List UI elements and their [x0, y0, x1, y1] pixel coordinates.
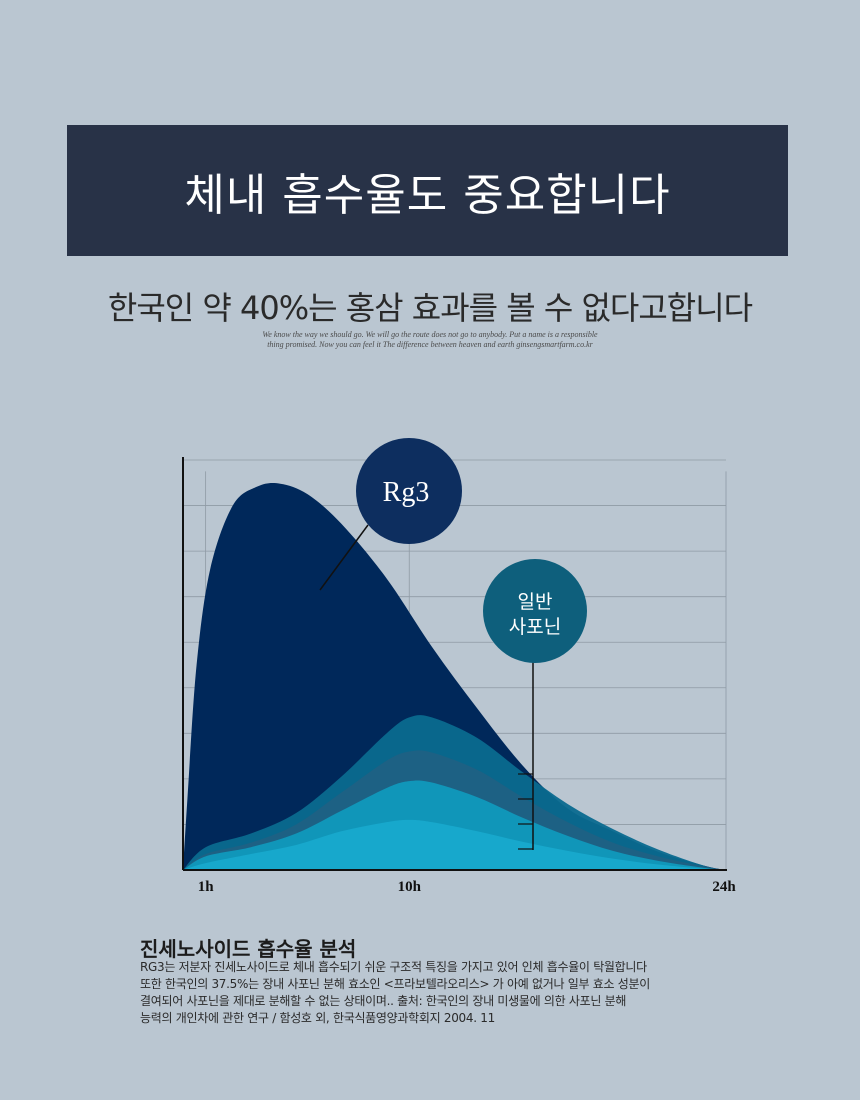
caption-line-3: 결여되어 사포닌을 제대로 분해할 수 없는 상태이며.. 출처: 한국인의 장… [140, 994, 627, 1008]
caption-line-1: RG3는 저분자 진세노사이드로 체내 흡수되기 쉬운 구조적 특징을 가지고 … [140, 960, 647, 974]
saponin-callout-label-line-2: 사포닌 [509, 616, 561, 638]
title-banner: 체내 흡수율도 중요합니다 [67, 125, 788, 256]
chart-callouts: Rg3 일반 사포닌 [319, 438, 587, 850]
rg3-callout-circle [356, 438, 462, 544]
rg3-leader-line [319, 524, 369, 591]
tagline: We know the way we should go. We will go… [180, 330, 680, 350]
tagline-line-2: thing promised. Now you can feel it The … [267, 340, 593, 349]
page-title: 체내 흡수율도 중요합니다 [184, 169, 671, 221]
subtitle: 한국인 약 40%는 홍삼 효과를 볼 수 없다고합니다 [107, 289, 753, 327]
series-area-1 [183, 483, 726, 870]
caption-line-4: 능력의 개인차에 관한 연구 / 함성호 외, 한국식품영양과학회지 2004.… [140, 1011, 495, 1025]
caption-body: RG3는 저분자 진세노사이드로 체내 흡수되기 쉬운 구조적 특징을 가지고 … [140, 959, 780, 1027]
absorption-chart: 1h 10h 24h Rg3 일반 사포닌 [182, 438, 737, 895]
series-area-5 [183, 819, 726, 870]
saponin-callout-label-line-1: 일반 [518, 591, 553, 613]
x-tick-label-24h: 24h [712, 879, 736, 895]
saponin-callout-circle [483, 559, 587, 663]
x-tick-label-1h: 1h [198, 879, 215, 895]
x-tick-label-10h: 10h [398, 879, 422, 895]
tagline-line-1: We know the way we should go. We will go… [262, 330, 598, 339]
caption-line-2: 또한 한국인의 37.5%는 장내 사포닌 분해 효소인 <프라보텔라오리스> … [140, 977, 650, 991]
chart-x-ticks: 1h 10h 24h [198, 879, 737, 895]
rg3-callout-label: Rg3 [383, 477, 430, 508]
chart-axes [182, 457, 727, 871]
caption-title: 진세노사이드 흡수율 분석 [140, 937, 357, 961]
chart-series [183, 483, 726, 870]
